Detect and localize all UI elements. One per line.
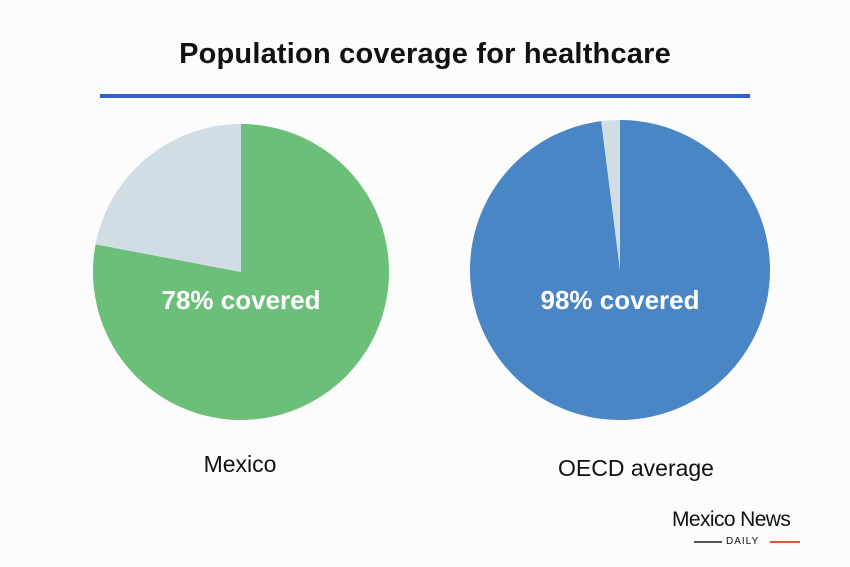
pie-oecd: 98% covered xyxy=(469,120,770,421)
pie-mexico: 78% covered xyxy=(92,124,389,420)
pie-oecd-slice-not-covered xyxy=(601,120,620,270)
pie-mexico-center-label: 78% covered xyxy=(162,285,321,315)
pie-oecd-caption: OECD average xyxy=(558,455,714,481)
logo-name: Mexico News xyxy=(672,508,791,531)
logo-sub: DAILY xyxy=(672,536,802,548)
pie-oecd-slice-covered xyxy=(469,120,770,421)
chart-title: Population coverage for healthcare xyxy=(179,38,671,70)
mexico-news-daily-logo: Mexico News DAILY xyxy=(672,508,824,548)
logo-bar-right xyxy=(770,541,800,543)
pie-mexico-slice-covered xyxy=(92,124,389,420)
pie-oecd-center-label: 98% covered xyxy=(541,285,700,315)
pie-mexico-slice-not-covered xyxy=(95,124,242,272)
logo-bar-left xyxy=(694,541,722,543)
title-underline xyxy=(100,94,750,98)
pie-mexico-caption: Mexico xyxy=(203,451,277,477)
logo-sub-text: DAILY xyxy=(726,536,760,547)
